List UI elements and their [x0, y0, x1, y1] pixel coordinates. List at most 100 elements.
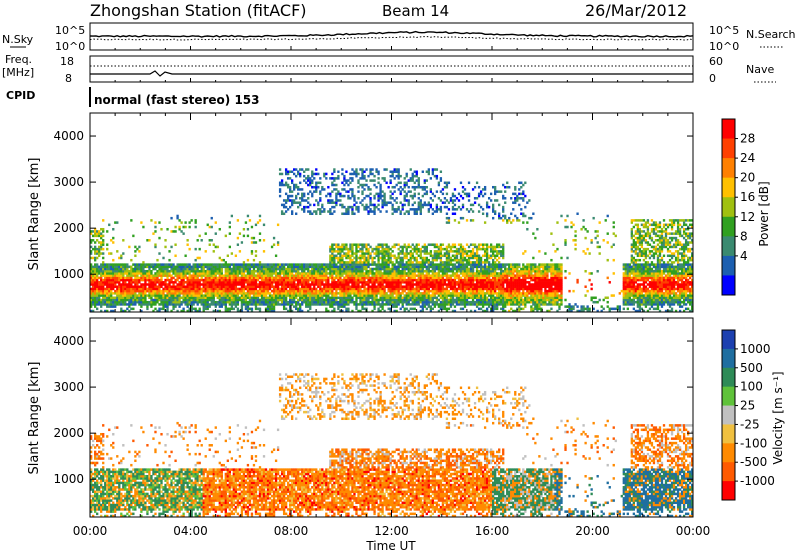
power-cell: [449, 267, 453, 271]
power-cell: [381, 272, 384, 275]
power-cell: [345, 245, 348, 249]
power-cell: [383, 258, 386, 262]
power-cell: [90, 256, 93, 260]
power-cell: [122, 287, 125, 291]
power-cell: [138, 265, 141, 269]
power-cell: [160, 289, 163, 293]
power-cell: [158, 274, 161, 277]
power-cell: [347, 252, 350, 255]
power-cell: [130, 272, 133, 275]
power-cell: [216, 285, 219, 288]
power-cell: [381, 199, 384, 202]
power-cell: [250, 298, 254, 302]
power-cell: [98, 241, 101, 244]
power-cell: [453, 243, 457, 246]
power-cell: [329, 212, 332, 216]
power-cell: [268, 283, 272, 286]
power-cell: [387, 263, 390, 266]
power-cell: [365, 281, 368, 284]
power-cell: [431, 281, 435, 284]
power-cell: [224, 309, 227, 313]
power-cell: [391, 274, 394, 277]
power-cell: [401, 272, 404, 275]
power-cell: [172, 305, 175, 308]
power-cell: [419, 265, 422, 269]
power-cell: [194, 298, 197, 302]
power-cell: [154, 285, 157, 288]
power-cell: [433, 265, 437, 269]
power-cell: [250, 272, 254, 275]
power-cell: [377, 269, 380, 273]
power-cell: [349, 188, 352, 191]
power-cell: [92, 256, 95, 260]
power-cell: [126, 287, 129, 291]
power-cell: [198, 265, 201, 269]
power-cell: [461, 278, 465, 282]
power-cell: [220, 276, 223, 280]
power-cell: [319, 265, 322, 269]
power-cell: [226, 289, 229, 293]
power-cell: [459, 250, 463, 253]
power-cell: [361, 185, 364, 189]
power-cell: [202, 265, 205, 269]
power-cell: [339, 276, 342, 280]
power-cell: [124, 269, 127, 273]
power-cell: [363, 267, 366, 271]
power-cell: [230, 267, 234, 271]
power-cell: [224, 289, 227, 293]
power-cell: [100, 247, 103, 251]
power-cell: [148, 292, 151, 295]
power-cell: [262, 239, 266, 242]
power-cell: [431, 267, 435, 271]
power-cell: [361, 192, 364, 196]
power-cell: [391, 267, 394, 271]
power-cell: [397, 188, 400, 191]
power-cell: [168, 281, 171, 284]
power-cell: [180, 263, 183, 266]
power-cell: [132, 263, 135, 266]
power-cell: [156, 272, 159, 275]
power-cell: [457, 283, 461, 286]
power-cell: [299, 203, 302, 207]
power-cell: [459, 263, 463, 266]
power-cell: [264, 300, 268, 304]
power-cell: [401, 267, 404, 271]
power-cell: [407, 309, 410, 313]
power-cell: [248, 289, 252, 293]
power-cell: [391, 261, 394, 264]
power-cell: [411, 298, 414, 302]
power-cell: [110, 267, 113, 271]
power-cell: [218, 294, 221, 297]
power-cell: [272, 292, 276, 295]
power-cell: [401, 208, 404, 211]
power-cell: [160, 276, 163, 280]
power-cell: [431, 272, 435, 275]
power-cell: [202, 300, 205, 304]
power-cell: [234, 276, 238, 280]
power-cell: [459, 258, 463, 262]
power-cell: [252, 294, 256, 297]
power-cell: [240, 287, 244, 291]
power-cell: [124, 265, 127, 269]
power-cell: [361, 172, 364, 176]
power-cell: [457, 250, 461, 253]
power-cell: [403, 190, 406, 193]
power-cell: [154, 292, 157, 295]
power-cell: [248, 267, 252, 271]
power-cell: [355, 256, 358, 260]
power-cell: [411, 294, 414, 297]
power-cell: [417, 298, 420, 302]
power-cell: [379, 276, 382, 280]
power-cell: [459, 247, 463, 251]
power-cell: [431, 285, 435, 288]
power-cell: [102, 269, 105, 273]
power-cell: [172, 294, 175, 297]
power-cell: [449, 263, 453, 266]
power-cell: [459, 181, 463, 185]
power-cell: [323, 285, 326, 288]
power-cell: [200, 283, 203, 286]
power-cell: [309, 296, 312, 300]
power-cell: [445, 212, 449, 216]
power-cell: [355, 252, 358, 255]
power-cell: [224, 298, 227, 302]
